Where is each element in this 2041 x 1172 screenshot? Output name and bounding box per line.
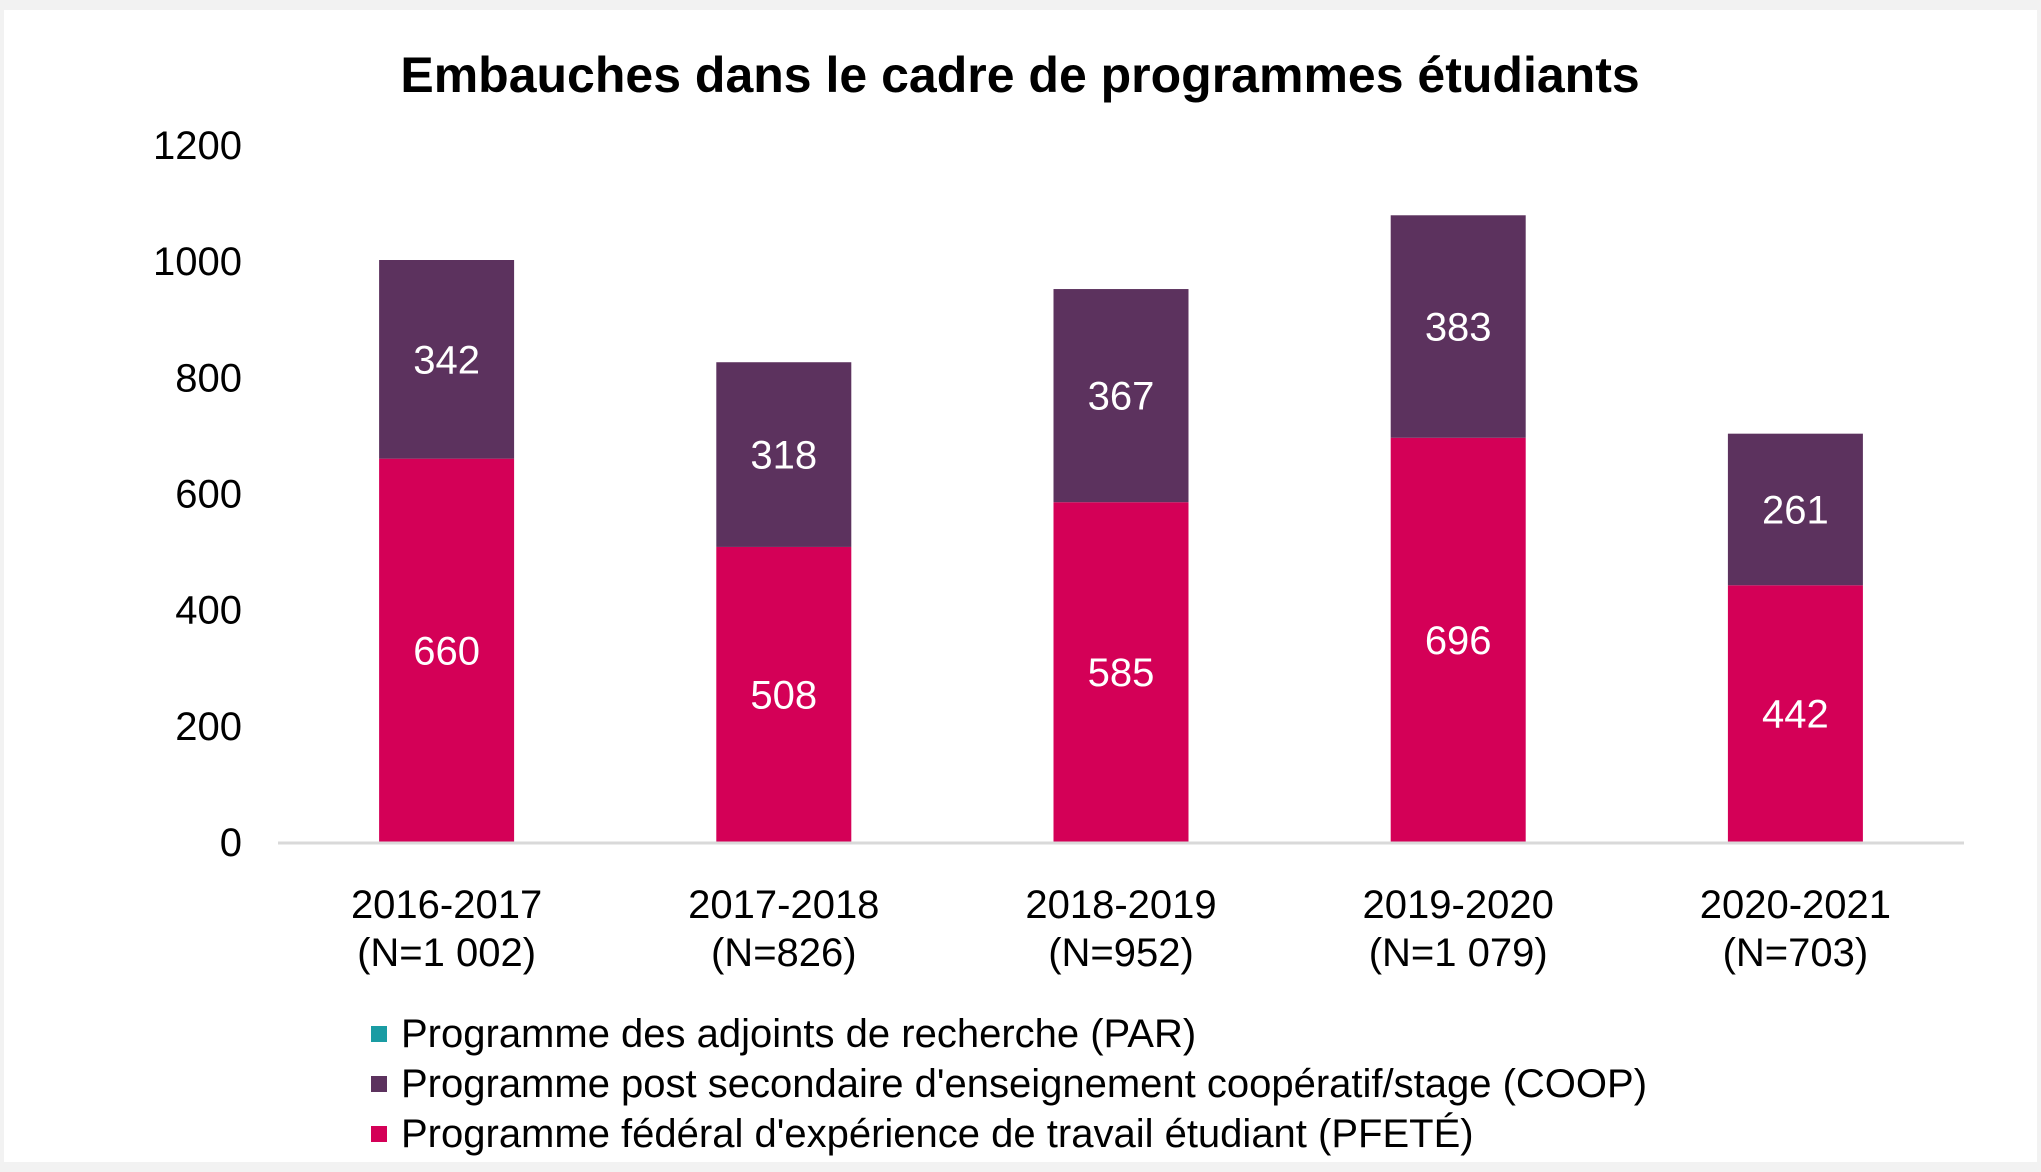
legend-swatch [371, 1026, 387, 1042]
bar-segment [1053, 502, 1189, 842]
bar-segment [379, 260, 515, 459]
x-tick-line: (N=1 079) [1369, 931, 1548, 975]
data-label: 508 [750, 673, 817, 717]
x-tick-line: 2019-2020 [1363, 883, 1554, 927]
x-tick-line: (N=703) [1723, 931, 1869, 975]
chart-title: Embauches dans le cadre de programmes ét… [400, 47, 1639, 103]
legend-label: Programme des adjoints de recherche (PAR… [401, 1012, 1196, 1056]
x-tick-line: (N=826) [711, 931, 857, 975]
y-tick-label: 600 [175, 473, 242, 517]
x-tick-label: 2019-2020 (N=1 079) [1363, 883, 1554, 975]
y-tick-label: 400 [175, 589, 242, 633]
bar-segment [716, 362, 852, 547]
x-tick-line: (N=1 002) [357, 931, 536, 975]
x-tick-line: (N=952) [1048, 931, 1194, 975]
x-tick-line: 2020-2021 [1700, 883, 1891, 927]
bar-segment [716, 546, 852, 842]
data-label: 696 [1425, 619, 1492, 663]
chart-frame: Embauches dans le cadre de programmes ét… [4, 10, 2037, 1162]
x-tick-line: 2017-2018 [688, 883, 879, 927]
data-label: 367 [1088, 375, 1155, 419]
bar-segment [1053, 289, 1189, 503]
x-tick-label: 2018-2019 (N=952) [1025, 883, 1216, 975]
legend-label: Programme post secondaire d'enseignement… [401, 1062, 1647, 1106]
legend: Programme des adjoints de recherche (PAR… [371, 1012, 1647, 1156]
bar-segment [1727, 585, 1863, 842]
y-tick-label: 0 [220, 821, 242, 865]
legend-swatch [371, 1076, 387, 1092]
data-labels: 660 342 508 318 585 367 696 383 442 261 [413, 306, 1829, 737]
data-label: 342 [413, 338, 480, 382]
y-tick-label: 200 [175, 705, 242, 749]
data-label: 318 [750, 434, 817, 478]
legend-label: Programme fédéral d'expérience de travai… [401, 1111, 1474, 1156]
x-tick-line: 2016-2017 [351, 883, 542, 927]
y-tick-label: 1200 [153, 124, 242, 168]
stacked-bar-chart: Embauches dans le cadre de programmes ét… [153, 47, 1964, 1156]
x-tick-line: 2018-2019 [1025, 883, 1216, 927]
bar-segment [379, 458, 515, 842]
x-tick-label: 2017-2018 (N=826) [688, 883, 879, 975]
data-label: 383 [1425, 306, 1492, 350]
y-axis-ticks: 0 200 400 600 800 1000 1200 [153, 124, 242, 865]
legend-swatch [371, 1126, 387, 1142]
x-tick-label: 2016-2017 (N=1 002) [351, 883, 542, 975]
bar-segment [1390, 215, 1526, 438]
data-label: 442 [1762, 693, 1829, 737]
data-label: 660 [413, 629, 480, 673]
bar-segment [1727, 433, 1863, 586]
x-tick-label: 2020-2021 (N=703) [1700, 883, 1891, 975]
y-tick-label: 800 [175, 356, 242, 400]
data-label: 261 [1762, 488, 1829, 532]
bars [379, 215, 1863, 842]
data-label: 585 [1088, 651, 1155, 695]
bar-segment [1390, 437, 1526, 842]
y-tick-label: 1000 [153, 240, 242, 284]
x-axis-ticks: 2016-2017 (N=1 002) 2017-2018 (N=826) 2018-2… [351, 883, 1891, 975]
